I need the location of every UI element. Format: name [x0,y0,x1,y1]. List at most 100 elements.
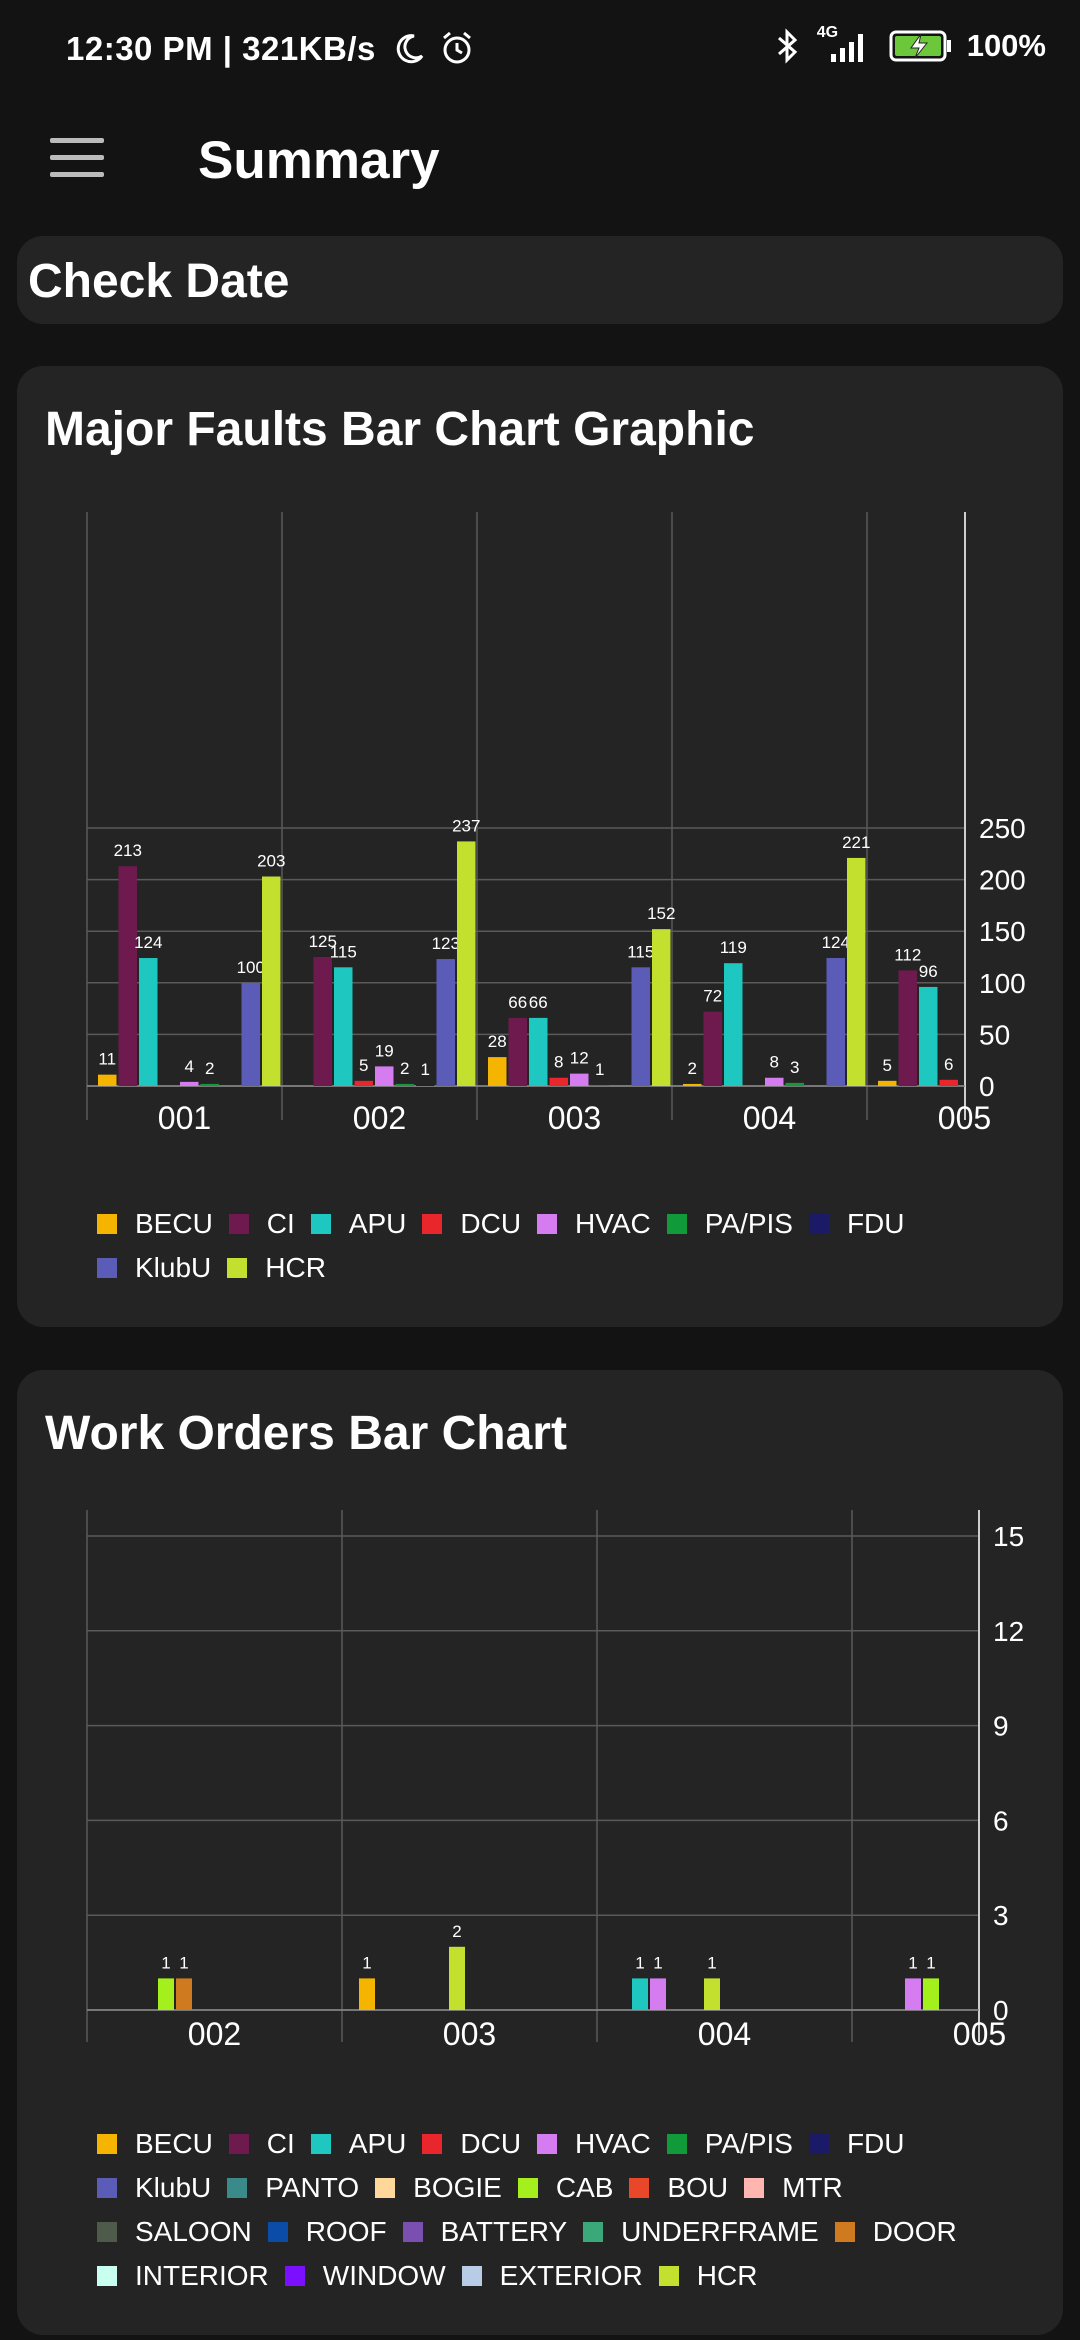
data-label: 152 [647,904,675,923]
status-separator: | [222,30,243,67]
legend-item: WINDOW [284,2258,446,2294]
bar [703,1011,722,1086]
legend-swatch [97,1214,117,1234]
bar [375,1066,394,1086]
legend-swatch [402,2222,423,2242]
x-tick-label: 002 [188,2016,241,2052]
legend-swatch [97,2266,117,2286]
bar [898,970,917,1086]
bar [200,1083,219,1086]
legend-label: DCU [460,2128,522,2159]
bar [724,963,743,1086]
y-tick-label: 200 [979,865,1026,896]
bar [449,1946,465,2010]
y-tick-label: 150 [979,916,1026,947]
legend-swatch [422,1214,443,1234]
legend-label: HCR [265,1252,326,1283]
data-label: 2 [400,1059,409,1078]
data-label: 1 [926,1953,935,1972]
check-date-label: Check Date [28,255,290,308]
x-tick-label: 003 [548,1100,601,1136]
legend-swatch [267,2222,288,2242]
legend-label: SALOON [135,2216,252,2247]
x-tick-label: 004 [698,2016,751,2052]
bar [416,1084,435,1086]
bar [919,986,938,1086]
legend-item: DOOR [834,2214,957,2250]
data-label: 203 [257,852,285,871]
y-tick-label: 3 [993,1900,1009,1931]
bluetooth-icon [777,28,797,64]
legend-item: INTERIOR [97,2258,269,2294]
bar [631,967,650,1086]
legend-label: HVAC [575,2128,651,2159]
bar [632,1978,648,2010]
legend-item: BOGIE [375,2170,502,2206]
bar [334,967,353,1086]
legend-swatch [461,2266,482,2286]
legend-label: APU [348,2128,407,2159]
bar [313,957,332,1086]
data-label: 4 [185,1057,194,1076]
y-tick-label: 250 [979,813,1026,844]
bar [262,876,281,1086]
legend-label: ROOF [305,2216,387,2247]
legend-swatch [310,1214,331,1234]
legend-item: BECU [97,1206,213,1242]
legend-item: HCR [227,1250,326,1286]
hamburger-menu-icon[interactable] [50,138,104,178]
data-label: 124 [822,933,850,952]
x-tick-label: 003 [443,2016,496,2052]
legend-item: HCR [658,2258,758,2294]
legend-swatch [310,2134,331,2154]
legend-swatch [284,2266,305,2286]
bar [939,1079,958,1086]
legend-label: BECU [135,2128,213,2159]
data-label: 5 [359,1056,368,1075]
legend-label: HCR [696,2260,758,2291]
legend-label: CAB [555,2172,614,2203]
x-tick-label: 001 [158,1100,211,1136]
bar [570,1073,589,1086]
x-tick-label: 005 [938,1100,991,1136]
data-label: 123 [432,934,460,953]
battery-percent: 100% [966,28,1046,63]
legend-label: BOGIE [413,2172,502,2203]
legend-label: WINDOW [322,2260,446,2291]
data-label: 96 [919,962,938,981]
work-orders-card: Work Orders Bar Chart 0 3 6 9 12 15 1 1 002 1 2 003… [17,1370,1063,2335]
legend-label: INTERIOR [135,2260,269,2291]
legend-label: BOU [667,2172,729,2203]
legend-item: EXTERIOR [461,2258,643,2294]
status-right: 4G 100% [775,24,1046,64]
data-label: 5 [883,1056,892,1075]
status-speed: 321KB/s [242,30,376,67]
legend-label: DOOR [872,2216,957,2247]
signal-icon: 4G [815,24,875,64]
data-label: 1 [161,1953,170,1972]
bar [98,1074,117,1086]
legend-swatch [227,2178,248,2198]
data-label: 119 [720,938,747,957]
legend-item: CI [228,2126,295,2162]
data-label: 1 [595,1060,604,1079]
bar [765,1077,784,1086]
legend-swatch [97,2134,117,2154]
legend-swatch [228,1214,249,1234]
legend-item: KlubU [97,2170,211,2206]
legend-label: BATTERY [440,2216,568,2247]
bar [905,1978,921,2010]
legend-label: DCU [460,1208,522,1239]
x-tick-label: 002 [353,1100,406,1136]
legend-label: APU [348,1208,407,1239]
legend-item: BECU [97,2126,213,2162]
major-faults-legend: BECU CI APU DCU HVAC PA/PIS FDU KlubU HCR [97,1206,997,1286]
bar [354,1080,373,1086]
bar [436,959,455,1086]
check-date-card[interactable]: Check Date [17,236,1063,324]
legend-swatch [658,2266,679,2286]
bar [847,857,866,1086]
data-label: 125 [309,932,337,951]
legend-swatch [97,1258,117,1278]
